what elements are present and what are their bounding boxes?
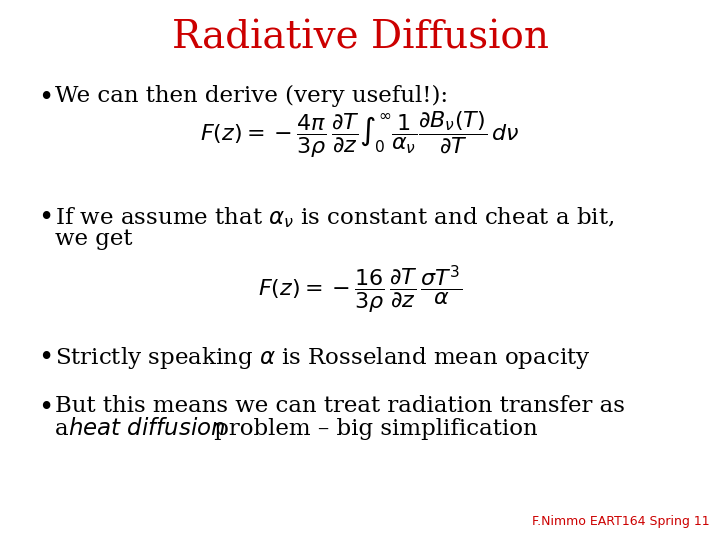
Text: We can then derive (very useful!):: We can then derive (very useful!):: [55, 85, 448, 107]
Text: $\mathit{heat\ diffusion}$: $\mathit{heat\ diffusion}$: [68, 418, 225, 440]
Text: Radiative Diffusion: Radiative Diffusion: [171, 19, 549, 57]
Text: Strictly speaking $\alpha$ is Rosseland mean opacity: Strictly speaking $\alpha$ is Rosseland …: [55, 345, 590, 371]
Text: If we assume that $\alpha_\nu$ is constant and cheat a bit,: If we assume that $\alpha_\nu$ is consta…: [55, 205, 614, 230]
Text: •: •: [38, 85, 53, 110]
Text: we get: we get: [55, 228, 132, 250]
Text: But this means we can treat radiation transfer as: But this means we can treat radiation tr…: [55, 395, 625, 417]
Text: $F(z) = -\dfrac{4\pi}{3\rho}\,\dfrac{\partial T}{\partial z}\int_0^{\infty}\dfra: $F(z) = -\dfrac{4\pi}{3\rho}\,\dfrac{\pa…: [200, 110, 520, 160]
Text: a: a: [55, 418, 76, 440]
Text: problem – big simplification: problem – big simplification: [207, 418, 538, 440]
Text: $F(z) = -\dfrac{16}{3\rho}\,\dfrac{\partial T}{\partial z}\,\dfrac{\sigma T^3}{\: $F(z) = -\dfrac{16}{3\rho}\,\dfrac{\part…: [258, 264, 462, 316]
Text: •: •: [38, 395, 53, 420]
Text: F.Nimmo EART164 Spring 11: F.Nimmo EART164 Spring 11: [532, 515, 710, 528]
Text: •: •: [38, 345, 53, 370]
Text: •: •: [38, 205, 53, 230]
